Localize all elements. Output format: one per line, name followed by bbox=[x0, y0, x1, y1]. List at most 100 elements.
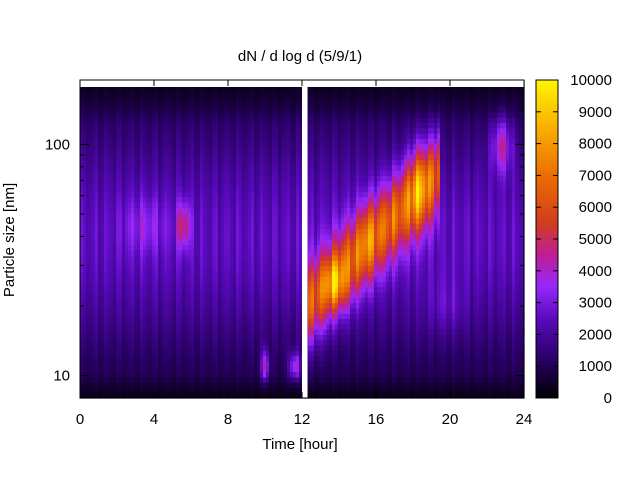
heatmap-cell bbox=[176, 392, 180, 399]
heatmap-cell bbox=[212, 281, 216, 288]
heatmap-cell bbox=[233, 170, 237, 176]
heatmap-cell bbox=[314, 366, 318, 373]
heatmap-cell bbox=[200, 164, 204, 171]
heatmap-cell bbox=[314, 376, 318, 383]
heatmap-cell bbox=[272, 392, 276, 399]
heatmap-cell bbox=[197, 334, 201, 341]
heatmap-cell bbox=[197, 180, 201, 187]
heatmap-cell bbox=[125, 159, 129, 166]
heatmap-cell bbox=[173, 143, 177, 150]
heatmap-cell bbox=[194, 212, 198, 219]
heatmap-cell bbox=[263, 292, 267, 298]
heatmap-cell bbox=[143, 254, 147, 261]
heatmap-cell bbox=[233, 339, 237, 346]
heatmap-cell bbox=[122, 111, 126, 118]
heatmap-cell bbox=[206, 228, 210, 235]
heatmap-cell bbox=[203, 138, 207, 145]
heatmap-cell bbox=[170, 371, 174, 378]
heatmap-cell bbox=[191, 360, 195, 367]
heatmap-cell bbox=[191, 148, 195, 155]
heatmap-cell bbox=[242, 371, 246, 378]
heatmap-cell bbox=[266, 302, 270, 309]
heatmap-cell bbox=[323, 281, 327, 288]
heatmap-cell bbox=[164, 180, 168, 187]
heatmap-cell bbox=[317, 276, 321, 282]
heatmap-cell bbox=[263, 85, 267, 92]
heatmap-cell bbox=[227, 154, 231, 161]
heatmap-cell bbox=[173, 196, 177, 203]
heatmap-cell bbox=[155, 170, 159, 176]
heatmap-cell bbox=[311, 292, 315, 298]
heatmap-cell bbox=[287, 106, 291, 113]
heatmap-cell bbox=[137, 239, 141, 245]
heatmap-cell bbox=[164, 164, 168, 171]
heatmap-cell bbox=[290, 191, 294, 198]
heatmap-cell bbox=[137, 170, 141, 176]
heatmap-cell bbox=[200, 392, 204, 399]
heatmap-cell bbox=[308, 249, 312, 256]
heatmap-cell bbox=[182, 360, 186, 367]
heatmap-cell bbox=[80, 122, 84, 129]
heatmap-cell bbox=[233, 228, 237, 235]
heatmap-cell bbox=[203, 249, 207, 256]
heatmap-cell bbox=[323, 186, 327, 192]
heatmap-cell bbox=[164, 366, 168, 373]
heatmap-cell bbox=[149, 366, 153, 373]
heatmap-cell bbox=[98, 212, 102, 219]
heatmap-cell bbox=[269, 339, 273, 346]
heatmap-cell bbox=[260, 254, 264, 261]
heatmap-cell bbox=[107, 164, 111, 171]
heatmap-cell bbox=[80, 191, 84, 198]
heatmap-cell bbox=[164, 345, 168, 351]
heatmap-cell bbox=[266, 329, 270, 335]
heatmap-cell bbox=[92, 371, 96, 378]
heatmap-cell bbox=[197, 186, 201, 192]
heatmap-cell bbox=[194, 186, 198, 192]
heatmap-cell bbox=[185, 318, 189, 325]
heatmap-cell bbox=[197, 233, 201, 240]
heatmap-cell bbox=[152, 164, 156, 171]
heatmap-cell bbox=[317, 281, 321, 288]
heatmap-cell bbox=[221, 133, 225, 139]
heatmap-cell bbox=[284, 276, 288, 282]
heatmap-cell bbox=[197, 376, 201, 383]
heatmap-cell bbox=[281, 276, 285, 282]
heatmap-cell bbox=[212, 260, 216, 267]
heatmap-cell bbox=[116, 281, 120, 288]
heatmap-cell bbox=[176, 85, 180, 92]
heatmap-cell bbox=[320, 323, 324, 330]
heatmap-cell bbox=[149, 392, 153, 399]
heatmap-cell bbox=[266, 201, 270, 208]
heatmap-cell bbox=[209, 270, 213, 277]
heatmap-cell bbox=[227, 350, 231, 357]
heatmap-cell bbox=[236, 212, 240, 219]
heatmap-cell bbox=[326, 345, 330, 351]
heatmap-cell bbox=[197, 101, 201, 108]
heatmap-cell bbox=[272, 127, 276, 134]
heatmap-cell bbox=[314, 196, 318, 203]
heatmap-cell bbox=[101, 212, 105, 219]
heatmap-cell bbox=[140, 159, 144, 166]
heatmap-cell bbox=[86, 164, 90, 171]
heatmap-cell bbox=[299, 387, 303, 394]
heatmap-cell bbox=[242, 117, 246, 123]
heatmap-cell bbox=[296, 217, 300, 224]
heatmap-cell bbox=[98, 95, 102, 102]
heatmap-cell bbox=[218, 191, 222, 198]
heatmap-cell bbox=[263, 106, 267, 113]
heatmap-cell bbox=[104, 201, 108, 208]
heatmap-cell bbox=[266, 292, 270, 298]
heatmap-cell bbox=[83, 117, 87, 123]
heatmap-cell bbox=[287, 355, 291, 362]
heatmap-cell bbox=[269, 154, 273, 161]
heatmap-cell bbox=[86, 212, 90, 219]
heatmap-cell bbox=[314, 249, 318, 256]
heatmap-cell bbox=[260, 276, 264, 282]
heatmap-cell bbox=[215, 313, 219, 320]
heatmap-cell bbox=[131, 371, 135, 378]
heatmap-cell bbox=[188, 106, 192, 113]
heatmap-cell bbox=[308, 233, 312, 240]
heatmap-cell bbox=[182, 350, 186, 357]
heatmap-cell bbox=[194, 297, 198, 304]
heatmap-cell bbox=[254, 111, 258, 118]
